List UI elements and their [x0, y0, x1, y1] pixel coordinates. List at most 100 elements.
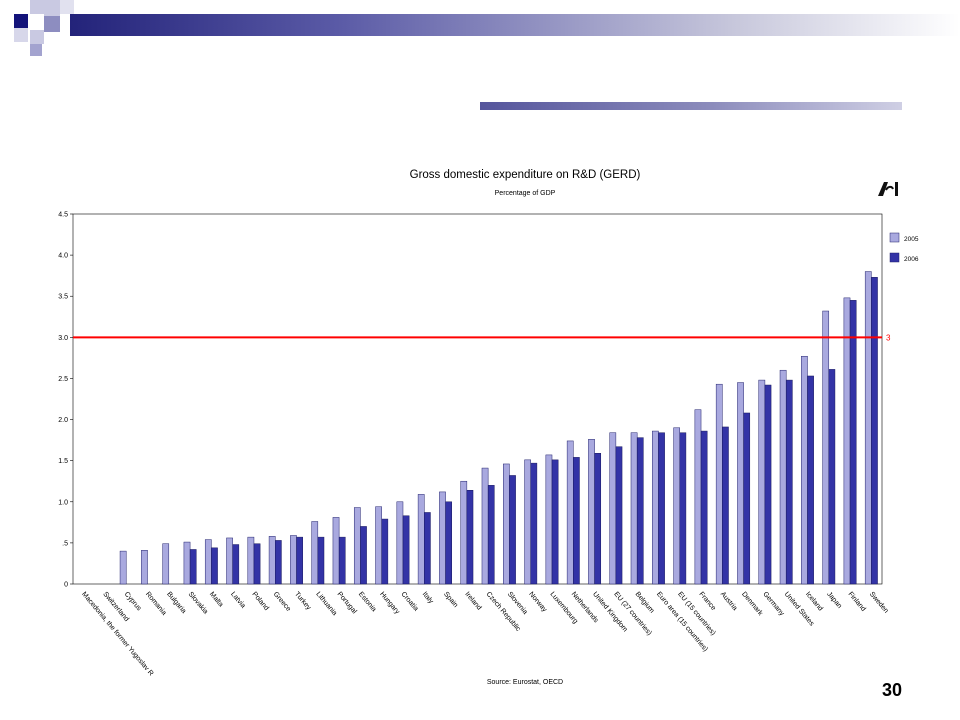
x-tick-label: Slovenia: [506, 591, 529, 616]
x-tick-label: Cyprus: [123, 591, 143, 613]
bar-2005: [119, 550, 127, 585]
bar-2006: [530, 462, 538, 585]
slide-number: 30: [881, 680, 902, 700]
bar-2005: [183, 541, 191, 585]
x-tick-label: Croatia: [399, 591, 419, 613]
bar-2005: [311, 521, 319, 585]
bar-2006: [232, 544, 240, 585]
corner-square-light-3: [30, 30, 44, 44]
x-tick-label: Ireland: [463, 591, 482, 612]
header-gradient-bar: [70, 14, 960, 36]
plot-frame: [72, 213, 883, 585]
bar-2005: [822, 310, 830, 585]
y-tick-label: 3.0: [58, 335, 68, 342]
legend-swatch-2006: [889, 252, 900, 263]
bar-2005: [268, 536, 276, 585]
bar-2006: [487, 485, 495, 585]
bar-2005: [524, 459, 531, 585]
bar-2005: [715, 383, 723, 585]
bar-2006: [828, 369, 836, 585]
bar-2005: [439, 491, 446, 585]
bar-2005: [226, 537, 233, 585]
bar-2005: [375, 506, 382, 585]
y-tick-label: 1.0: [58, 499, 68, 506]
bar-2005: [673, 427, 680, 585]
corner-square-light-1: [30, 0, 44, 14]
x-tick-label: Germany: [761, 591, 785, 618]
corner-square-mid-1: [44, 16, 60, 32]
corner-square-mid-2: [30, 44, 42, 56]
y-tick-label: 2.5: [58, 376, 68, 383]
x-tick-label: Belgium: [634, 591, 656, 615]
bar-2006: [700, 430, 708, 585]
x-tick-label: France: [698, 591, 717, 612]
x-tick-label: Denmark: [740, 591, 764, 618]
x-tick-label: Romania: [144, 591, 167, 617]
bar-2006: [573, 457, 580, 585]
bar-2006: [594, 453, 602, 585]
bar-2006: [381, 518, 389, 585]
corner-square-light-4: [14, 28, 28, 42]
bar-2006: [615, 446, 623, 585]
x-tick-label: Japan: [825, 591, 843, 610]
bar-2005: [737, 382, 744, 585]
bar-2005: [503, 463, 510, 585]
legend-label-2005: 2005: [904, 236, 919, 243]
bar-2006: [253, 543, 261, 585]
publisher-logo-icon: [878, 182, 898, 196]
y-tick-label: .5: [62, 540, 68, 547]
y-tick-label: 3.5: [58, 294, 68, 301]
bar-2006: [551, 459, 559, 585]
x-tick-label: Estonia: [357, 591, 377, 613]
bar-2005: [332, 517, 340, 585]
legend-swatch-2005: [889, 232, 900, 243]
x-tick-label: Norway: [527, 591, 548, 614]
y-tick-label: 0: [64, 582, 68, 589]
bar-2005: [801, 355, 808, 585]
corner-square-dark-1: [14, 14, 28, 28]
x-tick-label: Greece: [272, 591, 292, 613]
bar-2006: [785, 379, 793, 585]
x-tick-label: Turkey: [293, 591, 312, 612]
x-tick-label: Latvia: [229, 591, 246, 610]
bar-2006: [764, 384, 772, 585]
x-tick-label: Malta: [208, 591, 224, 609]
title-rule-bar: [480, 102, 902, 110]
bar-2006: [679, 432, 687, 585]
bar-2006: [807, 375, 814, 585]
y-tick-label: 1.5: [58, 458, 68, 465]
bar-2005: [652, 430, 659, 585]
chart-title: Gross domestic expenditure on R&D (GERD): [410, 169, 641, 181]
bar-2005: [758, 379, 766, 585]
bar-2006: [338, 536, 346, 585]
x-tick-label: Lithuania: [314, 591, 338, 617]
bar-2006: [743, 412, 751, 585]
bar-2006: [211, 547, 218, 585]
bar-2006: [424, 512, 431, 585]
x-tick-label: Iceland: [804, 591, 824, 613]
x-tick-label: Hungary: [378, 591, 401, 616]
x-tick-label: Finland: [847, 591, 867, 613]
corner-square-light-5: [60, 0, 74, 14]
x-tick-label: Portugal: [336, 591, 358, 616]
bar-2005: [417, 494, 425, 585]
bar-2006: [445, 501, 452, 585]
bar-2005: [460, 480, 468, 585]
bar-2006: [871, 277, 878, 585]
x-tick-label: Slovakia: [187, 591, 209, 616]
bar-2006: [636, 437, 644, 585]
bar-2005: [566, 440, 574, 585]
bar-2005: [481, 467, 489, 585]
x-tick-label: EU (27 countries): [612, 591, 652, 637]
bar-2006: [296, 536, 303, 585]
bar-2005: [864, 271, 872, 585]
bar-2006: [275, 540, 282, 585]
y-tick-label: 2.0: [58, 417, 68, 424]
x-tick-label: EU (15 countries): [676, 591, 716, 637]
y-tick-label: 4.0: [58, 253, 68, 260]
bar-2006: [402, 515, 410, 585]
bar-2005: [630, 432, 638, 585]
bar-2006: [849, 300, 857, 585]
x-tick-label: Spain: [442, 591, 459, 609]
